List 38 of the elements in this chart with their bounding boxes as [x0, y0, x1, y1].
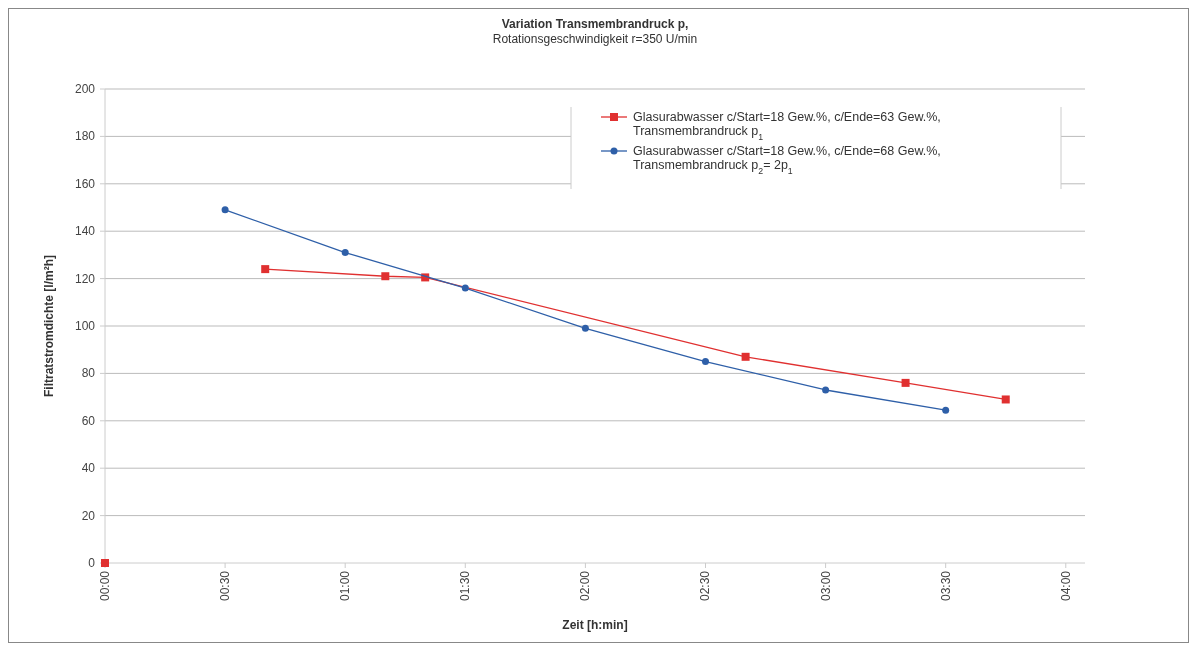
point [822, 386, 830, 394]
x-tick-label: 01:00 [338, 570, 353, 602]
point [341, 249, 349, 257]
y-tick-label: 40 [81, 461, 96, 476]
x-tick-label: 02:00 [578, 570, 593, 602]
chart-title: Variation Transmembrandruck p, [501, 17, 689, 31]
legend-label: Glasurabwasser c/Start=18 Gew.%, c/Ende=63 Gew.%, Transmembrandruck p$_{1}$ [633, 110, 941, 142]
y-tick-label: 0 [88, 556, 96, 570]
y-tick-label: 180 [74, 129, 96, 144]
point [942, 406, 950, 414]
point [1001, 395, 1010, 404]
y-tick-label: 80 [81, 366, 96, 381]
chart-subtitle: Rotationsgeschwindigkeit r=350 U/min [492, 32, 698, 46]
point [381, 272, 390, 281]
y-tick-label: 20 [81, 508, 96, 523]
y-tick-label: 160 [74, 176, 96, 191]
point [221, 206, 229, 214]
point [741, 352, 750, 361]
x-tick-label: 03:00 [818, 570, 833, 602]
x-tick-label: 02:30 [698, 570, 713, 602]
point [581, 324, 589, 332]
point [261, 265, 270, 274]
y-tick-label: 200 [74, 82, 96, 96]
y-axis-title: Filtratstromdichte [l/m²h] [42, 254, 56, 398]
x-tick-label: 00:30 [218, 570, 233, 602]
x-tick-label: 00:00 [98, 570, 112, 602]
y-tick-label: 60 [81, 413, 96, 428]
y-tick-label: 100 [74, 319, 96, 333]
point [461, 284, 469, 292]
point [701, 358, 709, 366]
x-tick-label: 03:30 [938, 570, 953, 602]
x-axis-title: Zeit [h:min] [562, 618, 628, 632]
y-tick-label: 140 [74, 224, 96, 239]
point [901, 378, 910, 387]
x-tick-label: 04:00 [1058, 570, 1073, 602]
legend-label: Glasurabwasser c/Start=18 Gew.%, c/Ende=68 Gew.%, Transmembrandruck p$_{2}$= 2p$_{1}$ [633, 144, 941, 176]
x-tick-label: 01:30 [458, 570, 473, 602]
y-tick-label: 120 [74, 271, 96, 286]
